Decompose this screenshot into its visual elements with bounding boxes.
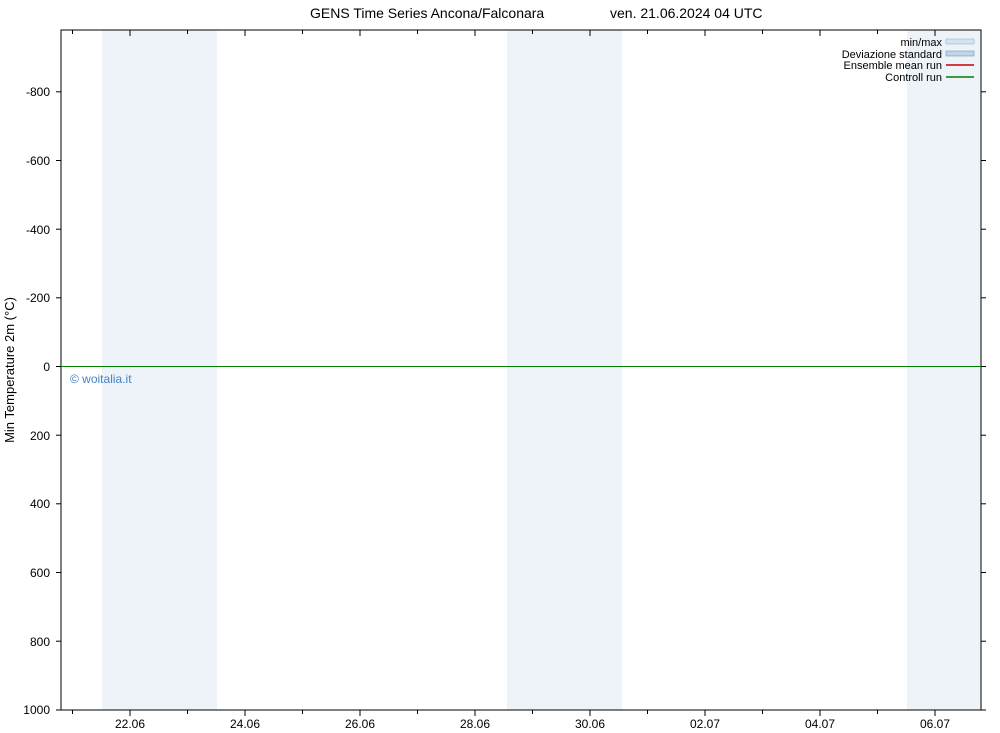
watermark: © woitalia.it: [70, 372, 132, 386]
x-tick-label: 28.06: [460, 717, 490, 731]
shaded-band-3: [907, 30, 981, 710]
x-tick-label: 22.06: [115, 717, 145, 731]
legend-label: min/max: [900, 37, 942, 49]
x-tick: 28.06: [460, 30, 490, 731]
y-tick-label: -200: [26, 291, 50, 305]
shaded-band-2: [507, 30, 622, 710]
x-tick: 24.06: [230, 30, 260, 731]
y-tick-label: 600: [30, 566, 50, 580]
y-tick-label: 0: [43, 360, 50, 374]
legend-swatch-band: [946, 51, 974, 56]
chart-title-right: ven. 21.06.2024 04 UTC: [610, 5, 763, 21]
legend-swatch-band: [946, 39, 974, 44]
x-tick-label: 30.06: [575, 717, 605, 731]
y-tick-label: -600: [26, 154, 50, 168]
chart-title-left: GENS Time Series Ancona/Falconara: [310, 5, 544, 21]
x-tick: 02.07: [690, 30, 720, 731]
legend-label: Ensemble mean run: [844, 60, 942, 72]
y-tick-label: 1000: [23, 703, 50, 717]
shaded-band-1: [102, 30, 217, 710]
y-tick-label: 200: [30, 429, 50, 443]
y-axis-label: Min Temperature 2m (°C): [2, 297, 17, 443]
x-tick-label: 26.06: [345, 717, 375, 731]
y-tick-label: -800: [26, 85, 50, 99]
x-tick-label: 04.07: [805, 717, 835, 731]
chart-svg: -800 -600 -400 -200 0 200: [0, 0, 1000, 733]
x-tick: 26.06: [345, 30, 375, 731]
x-tick-label: 02.07: [690, 717, 720, 731]
chart-container: -800 -600 -400 -200 0 200: [0, 0, 1000, 733]
x-tick-label: 06.07: [920, 717, 950, 731]
y-tick-label: -400: [26, 223, 50, 237]
x-tick-label: 24.06: [230, 717, 260, 731]
y-tick-label: 400: [30, 497, 50, 511]
y-tick-label: 800: [30, 635, 50, 649]
x-tick: 04.07: [805, 30, 835, 731]
shaded-bands: [102, 30, 981, 710]
legend-label: Controll run: [885, 72, 942, 84]
